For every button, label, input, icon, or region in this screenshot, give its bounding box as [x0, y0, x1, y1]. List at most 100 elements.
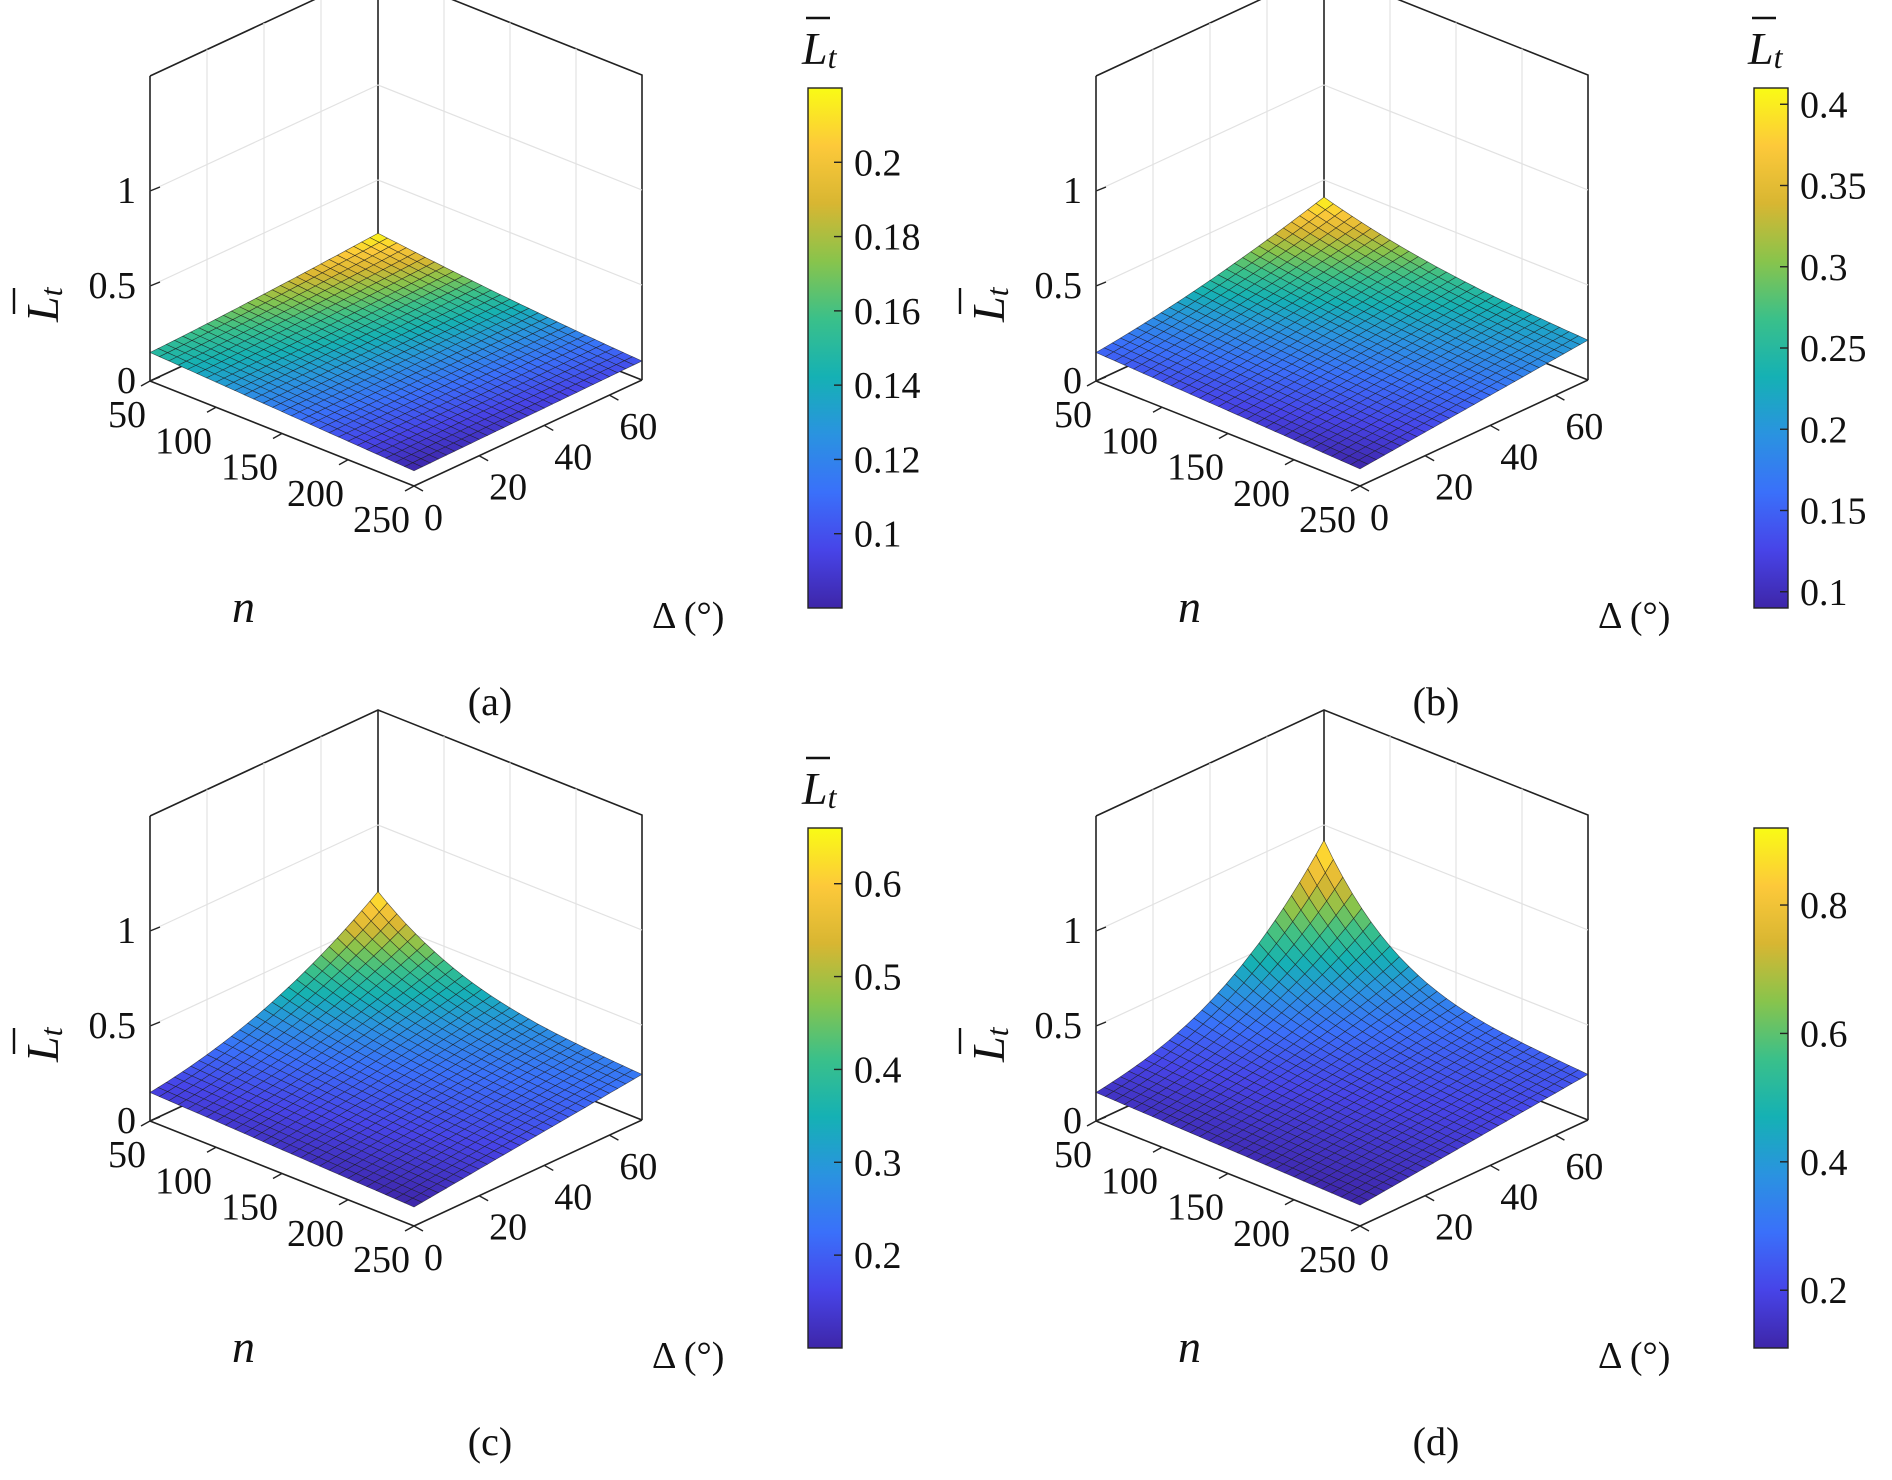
y-axis-line — [413, 1119, 643, 1227]
z-axis-label-sub: t — [979, 1026, 1015, 1036]
colorbar-gradient — [807, 827, 843, 1349]
y-axis-label: Δ (°) — [1598, 1335, 1670, 1377]
subplot-c: 0 0.5 1 50 100 150 200 250 0 20 40 60 Lt n Δ (°) (c) 0.2… — [0, 709, 946, 1480]
y-tick-label: 0 — [424, 497, 443, 539]
y-tick-label: 0 — [1370, 1237, 1389, 1279]
colorbar-tick-label: 0.4 — [1800, 1142, 1848, 1184]
z-tick-label: 1 — [1063, 170, 1082, 212]
z-tick-label: 0 — [117, 1100, 136, 1142]
colorbar-tick-label: 0.8 — [1800, 885, 1848, 927]
colorbar-tick-label: 0.6 — [854, 864, 902, 906]
z-tick-mark — [1095, 1021, 1107, 1027]
z-tick-mark — [1095, 281, 1107, 287]
colorbar-title: Lt — [801, 756, 838, 815]
svg-text:Lt: Lt — [17, 286, 69, 323]
z-tick-label: 1 — [1063, 910, 1082, 952]
z-axis-label: Lt — [12, 1026, 69, 1063]
x-tick-label: 100 — [1101, 420, 1158, 462]
surface — [149, 232, 643, 472]
y-axis-label: Δ (°) — [1598, 595, 1670, 637]
x-tick-label: 50 — [108, 394, 146, 436]
y-tick-mark — [609, 394, 619, 401]
x-tick-mark — [206, 406, 217, 413]
colorbar-title: Lt — [1747, 16, 1784, 75]
x-tick-mark — [140, 380, 151, 387]
z-tick-mark — [1095, 376, 1107, 382]
y-tick-label: 40 — [554, 1176, 592, 1218]
subplot-b: 0 0.5 1 50 100 150 200 250 0 20 40 60 Lt n Δ (°) (b) 0.1… — [946, 0, 1892, 740]
subplot-a: 0 0.5 1 50 100 150 200 250 0 20 40 60 Lt n Δ (°) (a) 0.1… — [0, 0, 946, 740]
z-tick-mark — [149, 186, 161, 192]
grid-line — [1095, 824, 1589, 932]
y-tick-mark — [543, 424, 554, 432]
grid — [149, 0, 643, 355]
y-tick-mark — [1489, 424, 1500, 432]
x-tick-mark — [1086, 1120, 1097, 1127]
x-tick-mark — [1284, 1199, 1295, 1206]
x-tick-label: 250 — [353, 1239, 410, 1281]
x-tick-mark — [1350, 485, 1361, 492]
surface — [1095, 839, 1589, 1206]
z-axis-label: Lt — [958, 286, 1015, 323]
svg-text:Lt: Lt — [963, 1026, 1015, 1063]
z-axis-label-main: L — [963, 1036, 1014, 1063]
y-tick-mark — [609, 1134, 619, 1141]
colorbar-tick-label: 0.18 — [854, 217, 921, 259]
colorbar-tick-label: 0.6 — [1800, 1013, 1848, 1055]
x-tick-label: 150 — [221, 1187, 278, 1229]
colorbar-title-main: L — [801, 763, 828, 814]
colorbar-tick-label: 0.25 — [1800, 328, 1867, 370]
y-tick-label: 40 — [1500, 436, 1538, 478]
surface-patch — [403, 462, 423, 472]
y-tick-label: 20 — [1435, 1207, 1473, 1249]
x-tick-label: 100 — [155, 1160, 212, 1202]
x-tick-label: 250 — [1299, 1239, 1356, 1281]
y-tick-label: 60 — [619, 1146, 657, 1188]
x-tick-label: 50 — [108, 1134, 146, 1176]
y-tick-label: 20 — [1435, 467, 1473, 509]
x-tick-label: 150 — [221, 447, 278, 489]
z-tick-mark — [149, 1116, 161, 1122]
z-axis-label-sub: t — [979, 286, 1015, 296]
x-tick-label: 50 — [1054, 394, 1092, 436]
x-tick-mark — [1350, 1225, 1361, 1232]
colorbar-tick-label: 0.14 — [854, 365, 921, 407]
x-tick-mark — [338, 459, 349, 466]
subplot-d: 0 0.5 1 50 100 150 200 250 0 20 40 60 Lt n Δ (°) (d) 0.2… — [946, 709, 1892, 1480]
x-tick-label: 200 — [1233, 1213, 1290, 1255]
y-tick-label: 60 — [619, 406, 657, 448]
colorbar-tick-label: 0.3 — [1800, 247, 1848, 289]
colorbar-tick-label: 0.4 — [1800, 84, 1848, 126]
y-ticks: 0 20 40 60 — [1359, 1134, 1603, 1279]
colorbar-tick-label: 0.15 — [1800, 491, 1867, 533]
z-tick-mark — [149, 1021, 161, 1027]
colorbar-tick-label: 0.12 — [854, 439, 921, 481]
x-tick-mark — [338, 1199, 349, 1206]
colorbar-tick-label: 0.5 — [854, 957, 902, 999]
x-tick-label: 250 — [1299, 499, 1356, 541]
colorbar-tick-label: 0.2 — [1800, 1270, 1848, 1312]
x-tick-mark — [1152, 1146, 1163, 1153]
colorbar-title-main: L — [801, 23, 828, 74]
subplot-caption: (c) — [468, 1419, 512, 1464]
surface — [149, 891, 643, 1208]
y-tick-mark — [1424, 1195, 1435, 1202]
x-axis-label: n — [232, 1321, 255, 1372]
y-axis-line — [1359, 1119, 1589, 1227]
svg-text:Lt: Lt — [963, 286, 1015, 323]
x-tick-mark — [1218, 432, 1229, 440]
colorbar-title-main: L — [1747, 23, 1774, 74]
y-tick-mark — [413, 1225, 424, 1232]
y-tick-label: 40 — [554, 436, 592, 478]
colorbar-title-sub: t — [1774, 39, 1784, 75]
colorbar-tick-label: 0.3 — [854, 1142, 902, 1184]
z-tick-label: 1 — [117, 910, 136, 952]
z-ticks: 00.51 — [1035, 170, 1107, 402]
y-tick-mark — [478, 455, 489, 462]
z-axis-label-main: L — [17, 1036, 68, 1063]
y-tick-mark — [543, 1164, 554, 1172]
svg-text:Lt: Lt — [1747, 23, 1784, 75]
